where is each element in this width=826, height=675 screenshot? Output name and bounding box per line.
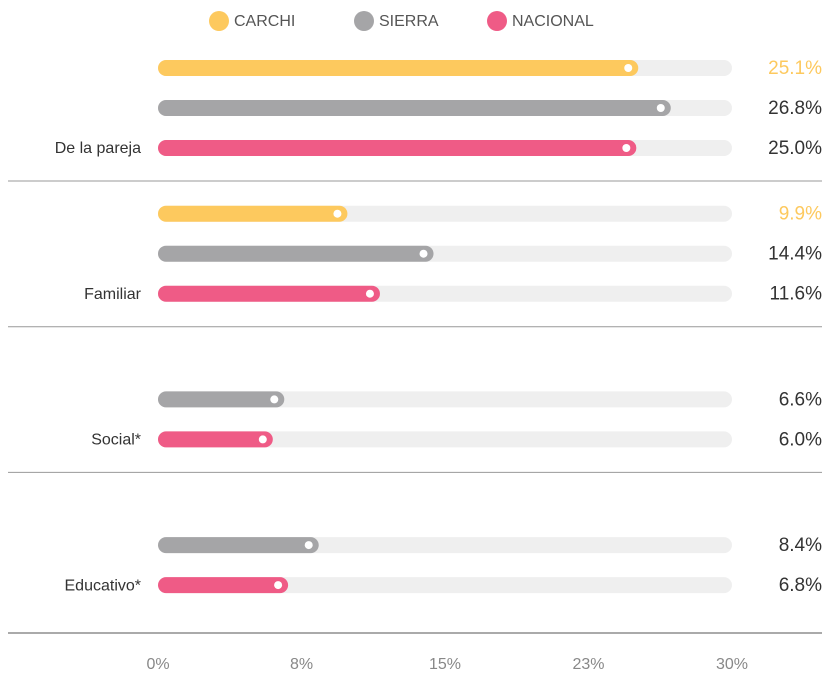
legend-swatch [354, 11, 374, 31]
bar-dot [622, 144, 631, 152]
value-label: 25.0% [768, 138, 822, 159]
bar-dot [258, 435, 267, 444]
bar [158, 100, 671, 116]
bar [158, 391, 285, 408]
bar [158, 577, 289, 594]
bar [158, 140, 637, 156]
x-tick-label: 30% [716, 656, 748, 673]
bar-dot [365, 289, 374, 298]
bar [158, 245, 434, 262]
bar [158, 205, 348, 222]
value-label: 25.1% [768, 58, 822, 79]
category-label: De la pareja [55, 140, 141, 157]
bar-dot [656, 104, 665, 112]
category-label: Familiar [84, 286, 142, 303]
bar-track [158, 577, 732, 594]
bar-dot [270, 395, 279, 404]
bar [158, 537, 319, 554]
bar-dot [304, 541, 313, 550]
bar [158, 285, 380, 302]
bar-dot [274, 581, 283, 590]
bar [158, 431, 273, 448]
value-label: 11.6% [770, 284, 823, 305]
value-label: 14.4% [768, 244, 822, 265]
value-label: 6.0% [779, 429, 822, 450]
bar [158, 60, 639, 76]
bar-dot [419, 249, 428, 258]
x-tick-label: 15% [429, 656, 461, 673]
legend-label: CARCHI [234, 13, 295, 30]
value-label: 6.8% [779, 575, 822, 596]
value-label: 6.6% [779, 389, 822, 410]
category-label: Educativo* [65, 577, 142, 594]
legend-label: NACIONAL [512, 13, 594, 30]
value-label: 9.9% [779, 204, 822, 225]
legend-label: SIERRA [379, 13, 439, 30]
bar-dot [624, 64, 633, 72]
x-tick-label: 0% [146, 656, 169, 673]
x-tick-label: 8% [290, 656, 313, 673]
bar-track [158, 391, 732, 408]
category-label: Social* [91, 432, 141, 449]
x-tick-label: 23% [572, 656, 604, 673]
legend-swatch [487, 11, 507, 31]
value-label: 8.4% [779, 535, 822, 556]
bar-track [158, 431, 732, 448]
legend-swatch [209, 11, 229, 31]
value-label: 26.8% [768, 98, 822, 119]
bar-dot [333, 209, 342, 218]
